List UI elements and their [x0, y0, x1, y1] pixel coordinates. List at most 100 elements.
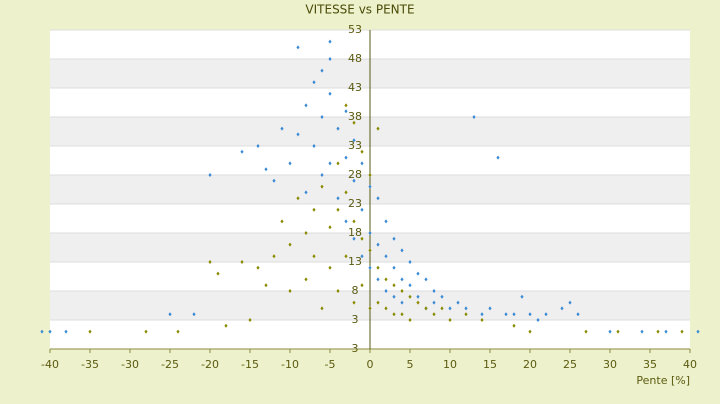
data-point	[576, 312, 580, 317]
data-point	[304, 103, 308, 108]
data-point	[496, 155, 500, 160]
data-point	[608, 329, 612, 334]
data-point	[368, 173, 372, 177]
data-point	[280, 126, 284, 131]
x-tick-label: 10	[443, 358, 457, 371]
data-point	[296, 196, 300, 201]
data-point	[616, 329, 620, 334]
data-point	[336, 161, 340, 166]
data-point	[328, 91, 332, 96]
data-point	[344, 155, 348, 160]
data-point	[360, 149, 364, 154]
data-point	[392, 265, 396, 270]
data-point	[280, 219, 284, 224]
y-tick-label: 28	[348, 168, 362, 181]
data-point	[656, 329, 660, 334]
data-point	[368, 184, 372, 189]
data-point	[40, 329, 44, 334]
data-point	[392, 283, 396, 288]
data-point	[368, 306, 372, 311]
data-point	[472, 115, 476, 119]
data-point	[440, 306, 444, 311]
data-point	[376, 242, 380, 247]
data-point	[424, 306, 428, 311]
data-point	[384, 219, 388, 224]
data-point	[400, 312, 404, 317]
y-tick-label: 8	[352, 284, 359, 297]
data-point	[304, 231, 308, 235]
data-point	[696, 329, 700, 334]
data-point	[464, 312, 468, 317]
y-tick-label: 33	[348, 139, 362, 152]
data-point	[504, 312, 508, 317]
data-point	[432, 289, 436, 293]
y-tick-label: 43	[348, 81, 362, 94]
y-tick-label: 3	[352, 313, 359, 326]
data-point	[408, 318, 412, 322]
data-point	[352, 120, 356, 125]
data-point	[376, 300, 380, 305]
data-point	[400, 300, 404, 305]
data-point	[512, 323, 516, 328]
data-point	[48, 329, 52, 334]
data-point	[336, 289, 340, 293]
x-tick-label: 15	[483, 358, 497, 371]
x-tick-label: -30	[121, 358, 139, 371]
x-tick-label: -15	[241, 358, 259, 371]
data-point	[520, 294, 524, 299]
data-point	[368, 231, 372, 235]
data-point	[424, 277, 428, 282]
data-point	[448, 318, 452, 322]
data-point	[432, 312, 436, 317]
x-tick-label: 35	[643, 358, 657, 371]
y-tick-label: 18	[348, 226, 362, 239]
data-point	[320, 173, 324, 177]
data-point	[224, 323, 228, 328]
data-point	[336, 207, 340, 212]
data-point	[664, 329, 668, 334]
data-point	[480, 318, 484, 322]
data-point	[408, 294, 412, 299]
data-point	[344, 254, 348, 259]
data-point	[320, 306, 324, 311]
data-point	[400, 277, 404, 282]
data-point	[368, 248, 372, 253]
data-point	[304, 190, 308, 195]
data-point	[144, 329, 148, 334]
data-point	[384, 277, 388, 282]
data-point	[400, 248, 404, 253]
data-point	[208, 260, 212, 264]
x-tick-label: 25	[563, 358, 577, 371]
data-point	[360, 161, 364, 166]
x-tick-label: 0	[367, 358, 374, 371]
data-point	[272, 254, 276, 259]
data-point	[560, 306, 564, 311]
data-point	[440, 294, 444, 299]
data-point	[448, 306, 452, 311]
data-point	[304, 277, 308, 282]
data-point	[368, 265, 372, 270]
data-point	[384, 254, 388, 259]
data-point	[352, 236, 356, 241]
data-point	[456, 300, 460, 305]
x-tick-label: 30	[603, 358, 617, 371]
data-point	[264, 283, 268, 288]
data-point	[408, 283, 412, 288]
data-point	[288, 161, 292, 166]
x-tick-label: -10	[281, 358, 299, 371]
data-point	[328, 57, 332, 61]
data-point	[328, 161, 332, 166]
data-point	[528, 312, 532, 317]
data-point	[208, 173, 212, 177]
x-tick-label: 20	[523, 358, 537, 371]
data-point	[312, 207, 316, 212]
data-point	[248, 318, 252, 322]
y-tick-label: 53	[348, 23, 362, 36]
data-point	[360, 283, 364, 288]
data-point	[416, 271, 420, 276]
x-tick-label: -20	[201, 358, 219, 371]
data-point	[312, 254, 316, 259]
data-point	[392, 294, 396, 299]
data-point	[408, 260, 412, 264]
